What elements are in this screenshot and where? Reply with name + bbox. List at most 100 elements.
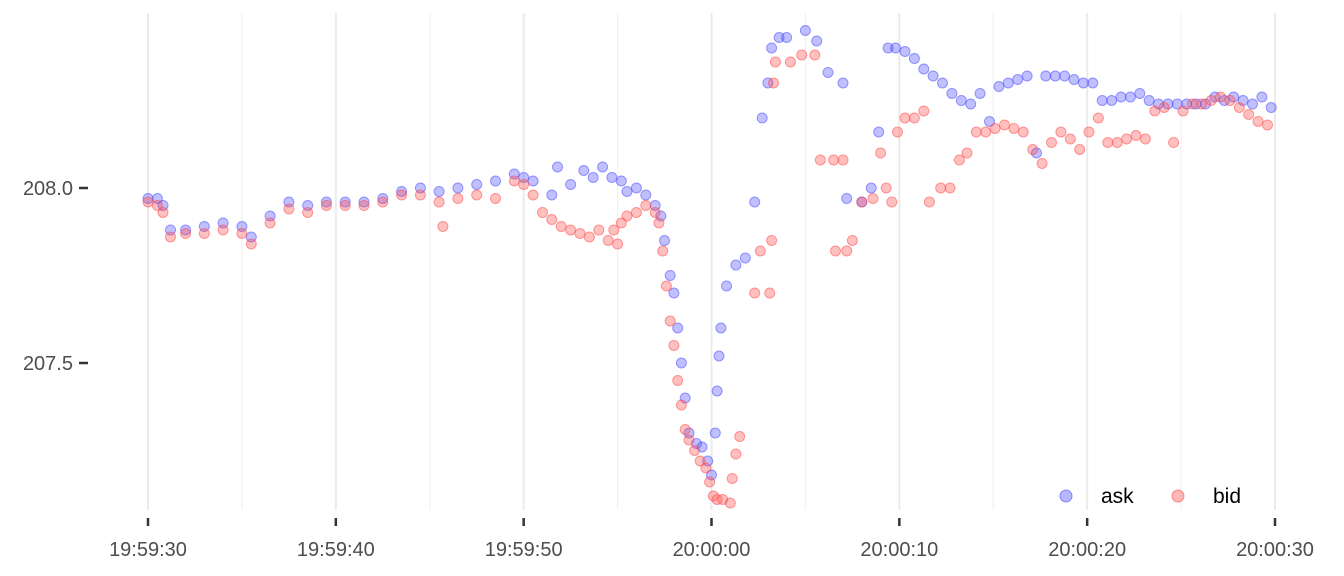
- ask-point: [965, 98, 977, 110]
- bid-point: [1168, 137, 1180, 148]
- ask-point: [739, 252, 751, 264]
- bid-point: [754, 245, 766, 257]
- bid-point: [1074, 144, 1086, 155]
- y-axis: 207.5 208.0: [23, 178, 88, 375]
- bid-point: [236, 228, 248, 239]
- x-tick-label: 20:00:10: [860, 539, 938, 561]
- ask-point: [1265, 102, 1277, 113]
- bid-point: [640, 200, 652, 211]
- ask-point: [597, 161, 609, 173]
- bid-point: [837, 154, 849, 166]
- ask-point: [882, 42, 894, 54]
- bid-point: [664, 315, 676, 327]
- bid-point: [766, 235, 778, 246]
- ask-point: [615, 175, 627, 187]
- bid-point: [565, 224, 577, 236]
- ask-point: [606, 172, 618, 183]
- legend-bid-marker: [1171, 489, 1185, 503]
- ask-point: [955, 95, 967, 106]
- ask-point: [873, 126, 885, 138]
- bid-point: [574, 228, 586, 239]
- bid-point: [608, 224, 620, 236]
- bid-point: [537, 207, 548, 218]
- bid-point: [518, 179, 530, 190]
- ask-point: [578, 165, 590, 176]
- ask-point: [630, 182, 642, 194]
- ask-point: [1096, 95, 1108, 106]
- bid-point: [612, 238, 624, 250]
- ask-point: [552, 161, 563, 173]
- y-tick-label: 207.5: [23, 353, 73, 375]
- bid-point: [1215, 91, 1226, 103]
- legend-ask-marker: [1059, 489, 1073, 503]
- bid-point: [908, 112, 920, 124]
- bid-point: [555, 221, 567, 232]
- bid-point: [679, 424, 691, 435]
- ask-point: [1077, 77, 1089, 89]
- bid-point: [490, 193, 501, 204]
- bid-point: [1262, 119, 1273, 131]
- grid-lines: [147, 13, 1276, 510]
- bid-point: [649, 207, 661, 218]
- bid-point: [980, 126, 992, 138]
- ask-point: [490, 175, 501, 187]
- bid-point: [264, 217, 276, 229]
- bid-point: [704, 476, 716, 488]
- bid-point: [867, 193, 879, 204]
- x-tick-label: 19:59:30: [109, 539, 187, 561]
- bid-point: [970, 126, 982, 138]
- ask-point: [715, 322, 727, 334]
- ask-point: [711, 385, 723, 397]
- bid-point: [668, 340, 680, 351]
- bid-point: [700, 462, 712, 474]
- ask-point: [918, 63, 930, 75]
- bid-point: [730, 448, 742, 460]
- ask-point: [1087, 77, 1099, 89]
- ask-point: [587, 172, 599, 183]
- bid-point: [358, 200, 370, 211]
- ask-point: [1002, 77, 1014, 89]
- bid-point: [814, 154, 826, 166]
- ask-point: [180, 224, 192, 236]
- bid-point: [1083, 126, 1095, 138]
- ask-point: [1171, 98, 1183, 110]
- bid-point: [602, 235, 614, 246]
- ask-point: [756, 112, 768, 124]
- bid-point: [621, 210, 633, 222]
- ask-point: [709, 427, 721, 439]
- y-tick-label: 208.0: [23, 178, 73, 200]
- ask-point: [675, 357, 687, 369]
- bid-point: [809, 49, 821, 61]
- ask-point: [546, 189, 558, 201]
- bid-point: [1036, 158, 1048, 169]
- bid-point: [1177, 105, 1189, 117]
- ask-point: [927, 70, 939, 82]
- bid-point: [302, 207, 314, 218]
- ask-point: [937, 77, 948, 89]
- bid-point: [953, 154, 965, 166]
- bid-point: [828, 154, 840, 166]
- ask-point: [837, 77, 849, 89]
- ask-point: [974, 88, 986, 99]
- bid-point: [672, 375, 684, 386]
- bid-point: [880, 182, 892, 194]
- ask-point: [640, 189, 652, 201]
- ask-point: [946, 88, 958, 99]
- bid-point: [471, 189, 483, 201]
- bid-point: [886, 196, 898, 208]
- ask-point: [1012, 74, 1024, 85]
- bid-point: [1252, 116, 1264, 127]
- bid-point: [546, 214, 558, 225]
- ask-point: [1068, 74, 1080, 85]
- bid-point: [935, 182, 947, 194]
- bid-point: [1158, 102, 1170, 113]
- bid-point: [165, 231, 176, 243]
- x-tick-label: 20:00:20: [1048, 539, 1126, 561]
- bid-point: [923, 196, 935, 208]
- bid-point: [142, 196, 154, 208]
- bid-point: [433, 196, 445, 208]
- bid-point: [999, 119, 1010, 131]
- ask-point: [749, 196, 761, 208]
- bid-point: [856, 196, 868, 208]
- x-tick-label: 19:59:50: [485, 539, 563, 561]
